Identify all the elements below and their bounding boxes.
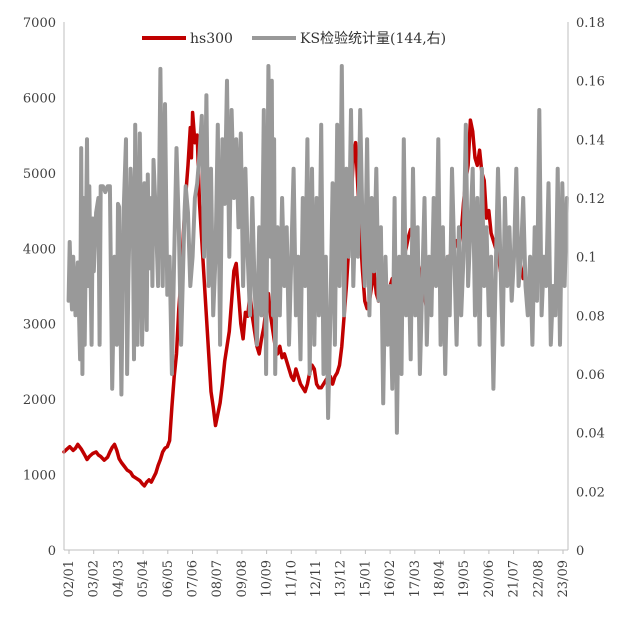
y-left-tick-label: 7000 — [23, 16, 56, 31]
x-tick-label: 21/07 — [507, 560, 522, 597]
x-tick-label: 09/08 — [235, 560, 250, 597]
series-lines — [62, 64, 569, 488]
x-tick-label: 10/09 — [260, 560, 275, 597]
y-left-tick-label: 3000 — [23, 318, 56, 333]
x-tick-label: 03/02 — [87, 560, 102, 597]
y-right-tick-label: 0 — [576, 544, 584, 559]
y-left-tick-label: 2000 — [23, 393, 56, 408]
x-tick-label: 23/09 — [556, 560, 571, 597]
x-tick-label: 08/07 — [210, 560, 225, 597]
x-tick-label: 22/08 — [531, 560, 546, 597]
x-tick-label: 18/04 — [433, 560, 448, 597]
y-right-tick-label: 0.1 — [576, 251, 597, 266]
x-tick-label: 15/01 — [358, 560, 373, 597]
y-right-tick-label: 0.18 — [576, 16, 605, 31]
x-tick-label: 13/12 — [334, 560, 349, 597]
y-left-tick-label: 4000 — [23, 242, 56, 257]
y-right-tick-label: 0.04 — [576, 427, 605, 442]
y-right-tick-label: 0.16 — [576, 75, 605, 90]
x-tick-label: 06/05 — [161, 560, 176, 597]
x-tick-label: 02/01 — [62, 560, 77, 597]
series-line-ks — [66, 64, 569, 435]
x-tick-label: 20/06 — [482, 560, 497, 597]
x-tick-label: 12/11 — [309, 560, 324, 597]
y-right-tick-label: 0.02 — [576, 485, 605, 500]
y-left-tick-label: 0 — [48, 544, 56, 559]
x-tick-label: 19/05 — [457, 560, 472, 597]
x-tick-label: 16/02 — [383, 560, 398, 597]
x-tick-label: 04/03 — [111, 560, 126, 597]
y-right-tick-label: 0.08 — [576, 309, 605, 324]
y-left-tick-label: 5000 — [23, 167, 56, 182]
x-tick-label: 11/10 — [284, 560, 299, 597]
y-right-tick-label: 0.12 — [576, 192, 605, 207]
y-right-tick-label: 0.14 — [576, 133, 605, 148]
y-right-tick-label: 0.06 — [576, 368, 605, 383]
x-tick-label: 05/04 — [136, 560, 151, 597]
x-tick-label: 17/03 — [408, 560, 423, 597]
legend-label-ks: KS检验统计量(144,右) — [300, 31, 446, 47]
x-tick-label: 07/06 — [186, 560, 201, 597]
axes: 0 1000 2000 3000 4000 5000 6000 7000 0 0.02 0.04 0.… — [23, 16, 605, 597]
legend-label-hs300: hs300 — [190, 31, 233, 47]
y-left-tick-label: 1000 — [23, 469, 56, 484]
y-left-tick-label: 6000 — [23, 91, 56, 106]
legend: hs300 KS检验统计量(144,右) — [142, 31, 446, 47]
